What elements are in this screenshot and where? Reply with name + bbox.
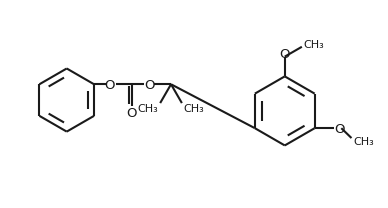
Text: O: O — [105, 79, 115, 92]
Text: O: O — [144, 79, 154, 92]
Text: CH₃: CH₃ — [353, 137, 374, 147]
Text: O: O — [126, 107, 137, 120]
Text: O: O — [334, 123, 345, 136]
Text: O: O — [279, 48, 290, 61]
Text: CH₃: CH₃ — [304, 40, 325, 50]
Text: CH₃: CH₃ — [184, 104, 204, 114]
Text: CH₃: CH₃ — [137, 104, 158, 114]
